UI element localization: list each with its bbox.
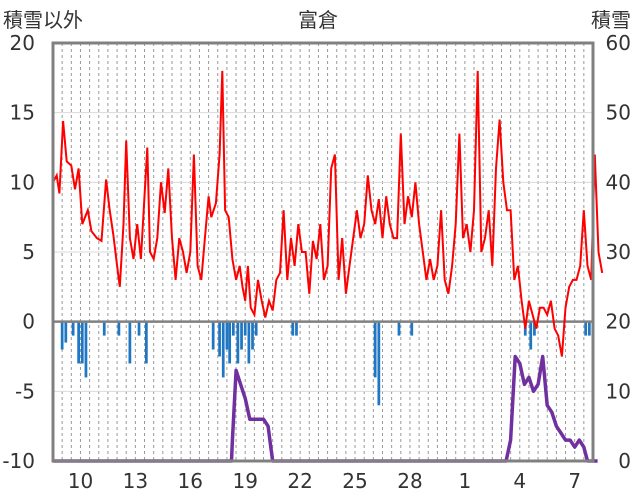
precipitation-bar: [117, 321, 121, 336]
temperature-line: [52, 70, 604, 357]
precipitation-bar: [225, 321, 229, 350]
right-tick-label: 20: [606, 310, 631, 334]
right-tick-label: 60: [606, 31, 631, 55]
precipitation-bar: [247, 321, 251, 364]
precipitation-bar: [251, 321, 254, 350]
plot-frame: [51, 41, 595, 463]
precipitation-bar: [533, 321, 536, 336]
precipitation-bar: [64, 321, 68, 343]
precipitation-bar: [587, 321, 591, 336]
precipitation-bar: [377, 321, 381, 406]
left-tick-label: 10: [10, 170, 35, 194]
precipitation-bar: [243, 321, 247, 336]
right-tick-label: 50: [606, 101, 631, 125]
precipitation-bar: [295, 321, 298, 336]
x-axis: 10 13 16 19 22 25 28 1 4 7: [68, 469, 581, 493]
precipitation-bars: [60, 321, 591, 406]
precipitation-bar: [77, 321, 80, 364]
left-tick-label: 5: [22, 240, 35, 264]
left-tick-label: 20: [10, 31, 35, 55]
precipitation-bar: [410, 321, 414, 336]
left-tick-label: -10: [2, 449, 35, 473]
x-tick-label: 4: [513, 469, 526, 493]
precipitation-bar: [236, 321, 240, 364]
x-tick-label: 13: [123, 469, 148, 493]
right-axis-label: 積雪: [591, 8, 631, 32]
left-axis: 20 15 10 5 0 -5 -10: [2, 31, 35, 473]
snow-depth-line: [53, 354, 598, 463]
x-tick-label: 7: [568, 469, 581, 493]
x-tick-label: 1: [458, 469, 471, 493]
precipitation-bar: [144, 321, 148, 364]
precipitation-bar: [60, 321, 64, 350]
precipitation-bar: [397, 321, 401, 336]
precipitation-bar: [102, 321, 106, 336]
left-axis-label: 積雪以外: [3, 8, 83, 32]
right-tick-label: 10: [606, 379, 631, 403]
left-tick-label: 15: [10, 101, 35, 125]
precipitation-bar: [373, 321, 377, 378]
right-tick-label: 30: [606, 240, 631, 264]
precipitation-bar: [228, 321, 232, 364]
right-axis: 60 50 40 30 20 10 0: [606, 31, 631, 473]
precipitation-bar: [529, 321, 533, 350]
precipitation-bar: [211, 321, 215, 350]
chart-title: 富倉: [298, 8, 338, 32]
x-tick-label: 19: [232, 469, 257, 493]
precipitation-bar: [137, 321, 141, 336]
precipitation-bar: [584, 321, 588, 336]
x-tick-label: 25: [342, 469, 367, 493]
x-tick-label: 10: [68, 469, 93, 493]
precipitation-bar: [291, 321, 295, 336]
x-tick-label: 28: [397, 469, 422, 493]
x-tick-label: 16: [178, 469, 203, 493]
precipitation-bar: [128, 321, 132, 364]
x-tick-label: 22: [287, 469, 312, 493]
precipitation-bar: [240, 321, 243, 350]
right-tick-label: 40: [606, 170, 631, 194]
right-tick-label: 0: [618, 449, 631, 473]
precipitation-bar: [84, 321, 88, 378]
precipitation-bar: [80, 321, 84, 364]
left-tick-label: -5: [15, 379, 35, 403]
precipitation-bar: [221, 321, 225, 378]
left-tick-label: 0: [22, 310, 35, 334]
precipitation-bar: [218, 321, 221, 357]
precipitation-bar: [231, 321, 235, 336]
precipitation-bar: [254, 321, 258, 336]
precipitation-bar: [71, 321, 75, 336]
